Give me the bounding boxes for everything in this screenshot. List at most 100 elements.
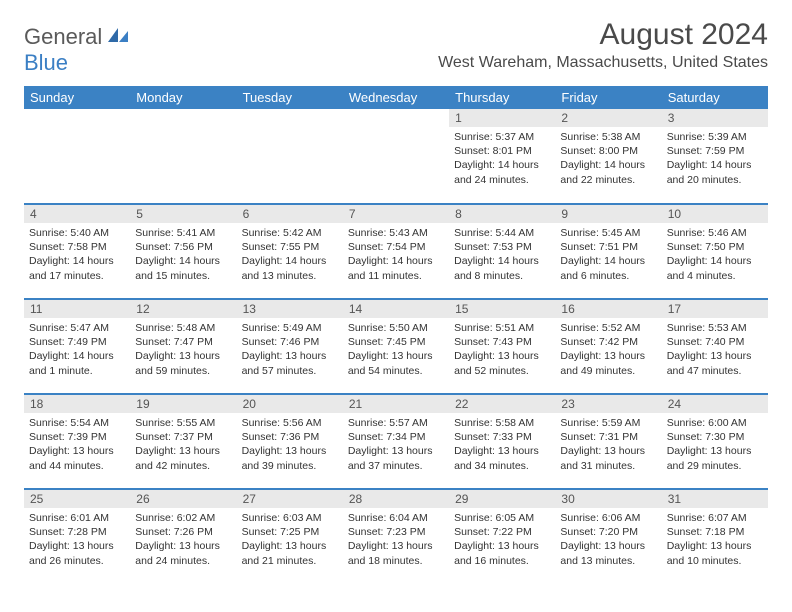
day-number-empty <box>343 109 449 127</box>
calendar-empty-cell <box>130 109 236 204</box>
calendar-day-cell: 30Sunrise: 6:06 AMSunset: 7:20 PMDayligh… <box>555 489 661 584</box>
daylight-line-2: and 16 minutes. <box>454 554 550 568</box>
day-number: 9 <box>555 205 661 223</box>
day-number: 16 <box>555 300 661 318</box>
day-details: Sunrise: 5:55 AMSunset: 7:37 PMDaylight:… <box>130 413 236 475</box>
calendar-day-cell: 13Sunrise: 5:49 AMSunset: 7:46 PMDayligh… <box>237 299 343 394</box>
calendar-empty-cell <box>24 109 130 204</box>
sunrise-line: Sunrise: 5:45 AM <box>560 226 656 240</box>
day-details: Sunrise: 5:57 AMSunset: 7:34 PMDaylight:… <box>343 413 449 475</box>
month-title: August 2024 <box>438 18 768 52</box>
sunset-line: Sunset: 8:01 PM <box>454 144 550 158</box>
sunrise-line: Sunrise: 5:47 AM <box>29 321 125 335</box>
calendar-day-cell: 22Sunrise: 5:58 AMSunset: 7:33 PMDayligh… <box>449 394 555 489</box>
calendar-header-row: SundayMondayTuesdayWednesdayThursdayFrid… <box>24 86 768 109</box>
title-block: August 2024 West Wareham, Massachusetts,… <box>438 18 768 72</box>
calendar-day-cell: 7Sunrise: 5:43 AMSunset: 7:54 PMDaylight… <box>343 204 449 299</box>
calendar-empty-cell <box>237 109 343 204</box>
sunrise-line: Sunrise: 6:06 AM <box>560 511 656 525</box>
sunset-line: Sunset: 7:47 PM <box>135 335 231 349</box>
day-number-empty <box>237 109 343 127</box>
sunrise-line: Sunrise: 5:55 AM <box>135 416 231 430</box>
weekday-header: Friday <box>555 86 661 109</box>
daylight-line-2: and 37 minutes. <box>348 459 444 473</box>
daylight-line-1: Daylight: 13 hours <box>560 444 656 458</box>
day-number: 18 <box>24 395 130 413</box>
daylight-line-1: Daylight: 14 hours <box>29 349 125 363</box>
day-number-empty <box>24 109 130 127</box>
day-number: 3 <box>662 109 768 127</box>
daylight-line-1: Daylight: 13 hours <box>667 539 763 553</box>
daylight-line-1: Daylight: 14 hours <box>454 158 550 172</box>
daylight-line-2: and 24 minutes. <box>454 173 550 187</box>
calendar-day-cell: 24Sunrise: 6:00 AMSunset: 7:30 PMDayligh… <box>662 394 768 489</box>
day-number: 12 <box>130 300 236 318</box>
weekday-header: Thursday <box>449 86 555 109</box>
sunrise-line: Sunrise: 6:01 AM <box>29 511 125 525</box>
sunrise-line: Sunrise: 5:48 AM <box>135 321 231 335</box>
day-number: 28 <box>343 490 449 508</box>
day-details: Sunrise: 6:03 AMSunset: 7:25 PMDaylight:… <box>237 508 343 570</box>
daylight-line-1: Daylight: 13 hours <box>454 444 550 458</box>
sunset-line: Sunset: 7:49 PM <box>29 335 125 349</box>
daylight-line-2: and 44 minutes. <box>29 459 125 473</box>
day-number: 8 <box>449 205 555 223</box>
sunset-line: Sunset: 7:34 PM <box>348 430 444 444</box>
daylight-line-1: Daylight: 14 hours <box>454 254 550 268</box>
sunrise-line: Sunrise: 5:56 AM <box>242 416 338 430</box>
location-subtitle: West Wareham, Massachusetts, United Stat… <box>438 54 768 72</box>
sunrise-line: Sunrise: 5:58 AM <box>454 416 550 430</box>
day-number: 1 <box>449 109 555 127</box>
daylight-line-2: and 11 minutes. <box>348 269 444 283</box>
calendar-day-cell: 15Sunrise: 5:51 AMSunset: 7:43 PMDayligh… <box>449 299 555 394</box>
calendar-day-cell: 3Sunrise: 5:39 AMSunset: 7:59 PMDaylight… <box>662 109 768 204</box>
sunrise-line: Sunrise: 5:44 AM <box>454 226 550 240</box>
sunrise-line: Sunrise: 6:04 AM <box>348 511 444 525</box>
day-number: 24 <box>662 395 768 413</box>
weekday-header: Sunday <box>24 86 130 109</box>
daylight-line-2: and 21 minutes. <box>242 554 338 568</box>
sunrise-line: Sunrise: 5:59 AM <box>560 416 656 430</box>
daylight-line-2: and 49 minutes. <box>560 364 656 378</box>
daylight-line-2: and 39 minutes. <box>242 459 338 473</box>
sunrise-line: Sunrise: 6:00 AM <box>667 416 763 430</box>
day-number: 5 <box>130 205 236 223</box>
calendar-day-cell: 27Sunrise: 6:03 AMSunset: 7:25 PMDayligh… <box>237 489 343 584</box>
daylight-line-1: Daylight: 13 hours <box>135 349 231 363</box>
day-details: Sunrise: 5:40 AMSunset: 7:58 PMDaylight:… <box>24 223 130 285</box>
daylight-line-1: Daylight: 14 hours <box>29 254 125 268</box>
calendar-day-cell: 8Sunrise: 5:44 AMSunset: 7:53 PMDaylight… <box>449 204 555 299</box>
day-details: Sunrise: 5:43 AMSunset: 7:54 PMDaylight:… <box>343 223 449 285</box>
daylight-line-1: Daylight: 14 hours <box>667 158 763 172</box>
daylight-line-1: Daylight: 13 hours <box>348 444 444 458</box>
sunset-line: Sunset: 7:20 PM <box>560 525 656 539</box>
day-number: 20 <box>237 395 343 413</box>
day-details: Sunrise: 5:37 AMSunset: 8:01 PMDaylight:… <box>449 127 555 189</box>
sunrise-line: Sunrise: 5:53 AM <box>667 321 763 335</box>
calendar-week-row: 1Sunrise: 5:37 AMSunset: 8:01 PMDaylight… <box>24 109 768 204</box>
daylight-line-2: and 26 minutes. <box>29 554 125 568</box>
day-details: Sunrise: 5:45 AMSunset: 7:51 PMDaylight:… <box>555 223 661 285</box>
day-number: 10 <box>662 205 768 223</box>
daylight-line-2: and 13 minutes. <box>242 269 338 283</box>
daylight-line-2: and 13 minutes. <box>560 554 656 568</box>
sunset-line: Sunset: 7:46 PM <box>242 335 338 349</box>
day-details: Sunrise: 6:05 AMSunset: 7:22 PMDaylight:… <box>449 508 555 570</box>
calendar-day-cell: 9Sunrise: 5:45 AMSunset: 7:51 PMDaylight… <box>555 204 661 299</box>
sunset-line: Sunset: 7:36 PM <box>242 430 338 444</box>
day-details: Sunrise: 6:01 AMSunset: 7:28 PMDaylight:… <box>24 508 130 570</box>
sunset-line: Sunset: 7:31 PM <box>560 430 656 444</box>
sunset-line: Sunset: 7:33 PM <box>454 430 550 444</box>
daylight-line-1: Daylight: 13 hours <box>242 349 338 363</box>
calendar-day-cell: 17Sunrise: 5:53 AMSunset: 7:40 PMDayligh… <box>662 299 768 394</box>
calendar-day-cell: 2Sunrise: 5:38 AMSunset: 8:00 PMDaylight… <box>555 109 661 204</box>
sunrise-line: Sunrise: 5:51 AM <box>454 321 550 335</box>
sunset-line: Sunset: 7:23 PM <box>348 525 444 539</box>
sunset-line: Sunset: 7:59 PM <box>667 144 763 158</box>
calendar-day-cell: 26Sunrise: 6:02 AMSunset: 7:26 PMDayligh… <box>130 489 236 584</box>
sunset-line: Sunset: 7:56 PM <box>135 240 231 254</box>
sunset-line: Sunset: 7:37 PM <box>135 430 231 444</box>
daylight-line-2: and 22 minutes. <box>560 173 656 187</box>
day-number: 2 <box>555 109 661 127</box>
sunset-line: Sunset: 7:43 PM <box>454 335 550 349</box>
